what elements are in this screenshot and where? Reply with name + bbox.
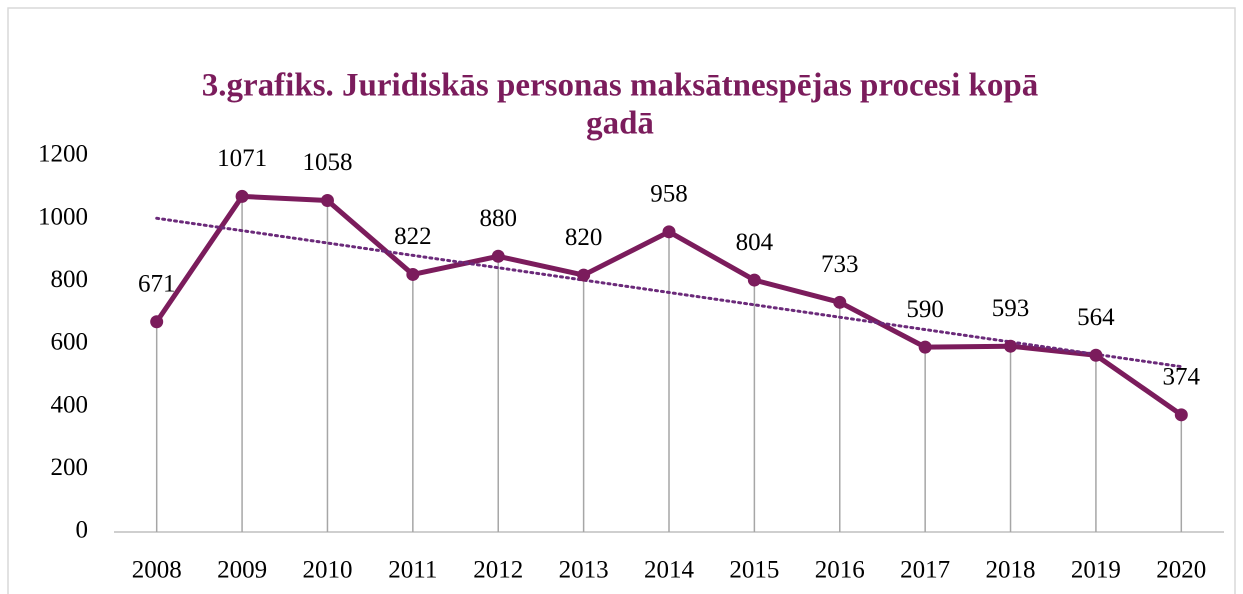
chart-border [7, 7, 1236, 594]
data-label: 804 [736, 229, 774, 256]
data-label: 590 [906, 296, 944, 323]
x-tick-label: 2012 [473, 557, 523, 584]
data-point [320, 193, 334, 207]
data-point [1174, 408, 1188, 422]
data-label: 733 [821, 251, 859, 278]
y-tick-label: 800 [51, 266, 89, 293]
y-tick-label: 200 [51, 454, 89, 481]
data-label: 958 [650, 181, 688, 208]
data-point [577, 268, 591, 282]
data-point [918, 340, 932, 354]
data-point [833, 295, 847, 309]
data-label: 820 [565, 224, 603, 251]
data-point [235, 189, 249, 203]
chart-title: gadā [586, 106, 654, 142]
data-label: 1071 [217, 145, 267, 172]
data-point [662, 225, 676, 239]
x-tick-label: 2011 [388, 557, 437, 584]
x-tick-label: 2020 [1156, 557, 1206, 584]
y-tick-label: 400 [51, 391, 89, 418]
data-point [406, 267, 420, 281]
data-point [747, 273, 761, 287]
chart-title: 3.grafiks. Juridiskās personas maksātnes… [202, 68, 1038, 104]
data-label: 671 [138, 270, 176, 297]
data-point [150, 315, 164, 329]
x-tick-label: 2019 [1071, 557, 1121, 584]
data-label: 374 [1163, 364, 1201, 391]
data-point [1089, 348, 1103, 362]
data-label: 564 [1077, 304, 1115, 331]
data-label: 593 [992, 295, 1030, 322]
x-tick-label: 2014 [644, 557, 695, 584]
x-tick-label: 2008 [132, 557, 182, 584]
data-label: 1058 [302, 149, 352, 176]
data-point [491, 249, 505, 263]
x-tick-label: 2009 [217, 557, 267, 584]
y-tick-label: 600 [51, 329, 89, 356]
data-label: 880 [479, 205, 517, 232]
y-tick-label: 1000 [38, 203, 88, 230]
x-tick-label: 2013 [559, 557, 609, 584]
y-tick-label: 1200 [38, 141, 88, 168]
x-tick-label: 2018 [986, 557, 1036, 584]
x-tick-label: 2010 [302, 557, 352, 584]
data-point [1004, 339, 1018, 353]
y-tick-label: 0 [76, 517, 89, 544]
data-label: 822 [394, 223, 432, 250]
x-tick-label: 2015 [729, 557, 779, 584]
x-tick-label: 2016 [815, 557, 865, 584]
x-tick-label: 2017 [900, 557, 950, 584]
